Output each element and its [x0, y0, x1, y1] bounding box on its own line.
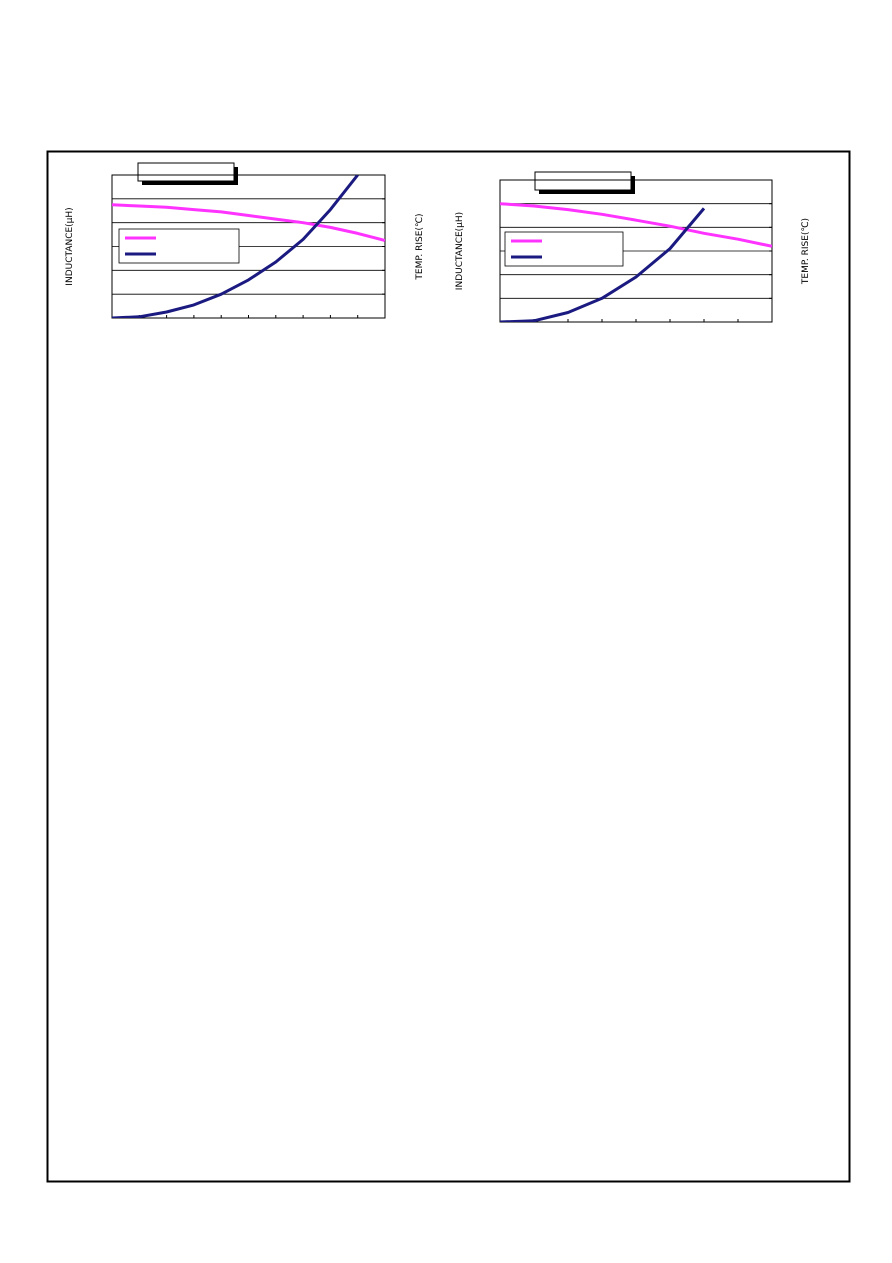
y-axis-label: INDUCTANCE(μH)	[65, 207, 75, 285]
y2-axis-label: TEMP. RISE(℃)	[415, 213, 425, 280]
frame	[46, 150, 851, 1183]
series-line	[112, 203, 385, 242]
y2-axis-label: TEMP. RISE(℃)	[801, 218, 811, 285]
legend	[118, 228, 240, 264]
series-line	[500, 202, 772, 248]
title-box	[534, 171, 632, 191]
title-box	[137, 162, 235, 182]
y-axis-label: INDUCTANCE(μH)	[455, 212, 465, 290]
legend	[504, 231, 624, 267]
series-line	[500, 207, 706, 322]
series-line	[112, 175, 359, 318]
